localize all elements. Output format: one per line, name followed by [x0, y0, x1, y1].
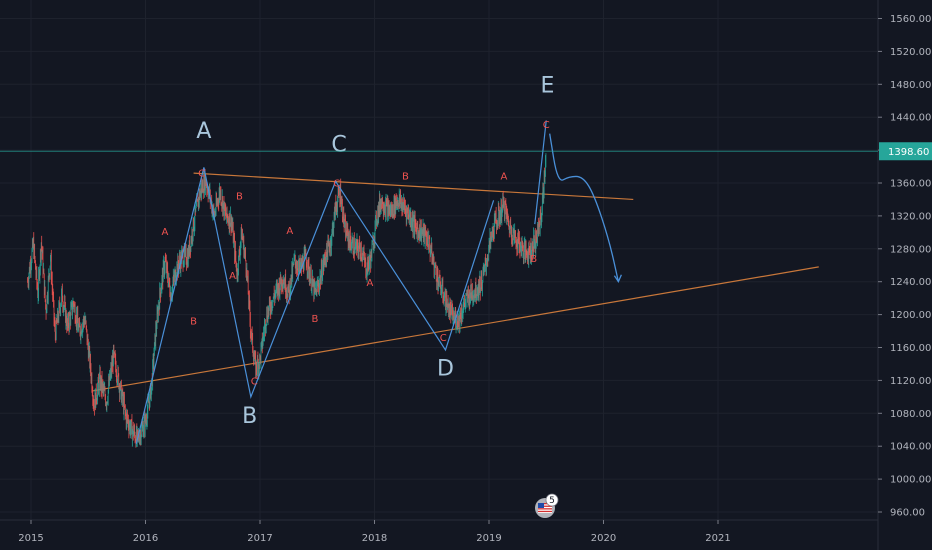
y-tick-label: 1240.00: [890, 277, 931, 288]
y-tick-label: 1160.00: [890, 343, 931, 354]
current-price: 1398.60: [0, 142, 932, 161]
wave-label-minor: C: [251, 377, 258, 388]
y-tick-label: 1320.00: [890, 211, 931, 222]
wave-label-major: B: [242, 404, 257, 429]
x-tick-label: 2017: [247, 533, 272, 544]
wave-line-1[interactable]: [534, 120, 547, 225]
wave-label-minor: A: [229, 271, 236, 282]
wave-label-minor: A: [366, 278, 373, 289]
x-tick-label: 2016: [133, 533, 158, 544]
flag-icon: [538, 503, 552, 513]
y-tick-label: 1520.00: [890, 47, 931, 58]
wave-lines: [135, 120, 622, 444]
wave-label-major: A: [196, 119, 211, 144]
y-tick-label: 1000.00: [890, 475, 931, 486]
event-badge[interactable]: 5: [535, 493, 559, 518]
y-tick-label: 1440.00: [890, 113, 931, 124]
y-tick-label: 1200.00: [890, 310, 931, 321]
wave-label-minor: A: [162, 227, 169, 238]
wave-label-minor: A: [500, 172, 507, 183]
x-tick-label: 2015: [18, 533, 43, 544]
price-bars: [27, 153, 547, 448]
trendline-upper[interactable]: [193, 172, 634, 201]
trendline-lower[interactable]: [91, 266, 819, 392]
wave-label-major: E: [540, 74, 554, 99]
projection-curve[interactable]: [549, 133, 620, 282]
y-tick-label: 1040.00: [890, 442, 931, 453]
y-tick-label: 1480.00: [890, 80, 931, 91]
event-count-label: 5: [549, 496, 555, 506]
projection-arrowhead: [613, 274, 622, 284]
wave-label-minor: C: [198, 168, 205, 179]
axes: 960.00 1000.00 1040.00 1080.00 1120.00 1160.0…: [18, 14, 931, 544]
y-tick-label: 1560.00: [890, 14, 931, 25]
wave-label-minor: C: [543, 120, 550, 131]
y-tick-label: 960.00: [890, 508, 925, 519]
wave-line-0[interactable]: [135, 167, 495, 444]
wave-label-minor: A: [286, 226, 293, 237]
flag-stripe: [538, 503, 552, 505]
x-tick-label: 2018: [362, 533, 387, 544]
x-tick-label: 2021: [705, 533, 730, 544]
wave-label-minor: B: [530, 254, 537, 265]
wave-label-minor: C: [440, 333, 447, 344]
flag-stripe: [538, 508, 552, 510]
x-tick-label: 2019: [476, 533, 501, 544]
flag-stripe: [538, 505, 552, 507]
y-tick-label: 1360.00: [890, 179, 931, 190]
wave-label-major: C: [331, 133, 346, 158]
wave-label-minor: B: [236, 191, 243, 202]
wave-label-minor: B: [402, 172, 409, 183]
current-price-tag: [879, 142, 932, 161]
x-tick-label: 2020: [591, 533, 616, 544]
event-count-bubble: [545, 493, 559, 507]
wave-label-minor: B: [312, 314, 319, 325]
current-price-label: 1398.60: [888, 147, 929, 158]
wave-label-minor: C: [333, 178, 340, 189]
flag-stripe: [538, 510, 552, 513]
flag-canton: [538, 503, 544, 508]
wave-label-major: D: [437, 356, 454, 381]
y-tick-label: 1120.00: [890, 376, 931, 387]
y-tick-label: 1080.00: [890, 409, 931, 420]
chart-grid: [0, 0, 878, 520]
y-tick-label: 1280.00: [890, 244, 931, 255]
trendlines: [91, 172, 819, 392]
wave-label-minor: B: [190, 316, 197, 327]
